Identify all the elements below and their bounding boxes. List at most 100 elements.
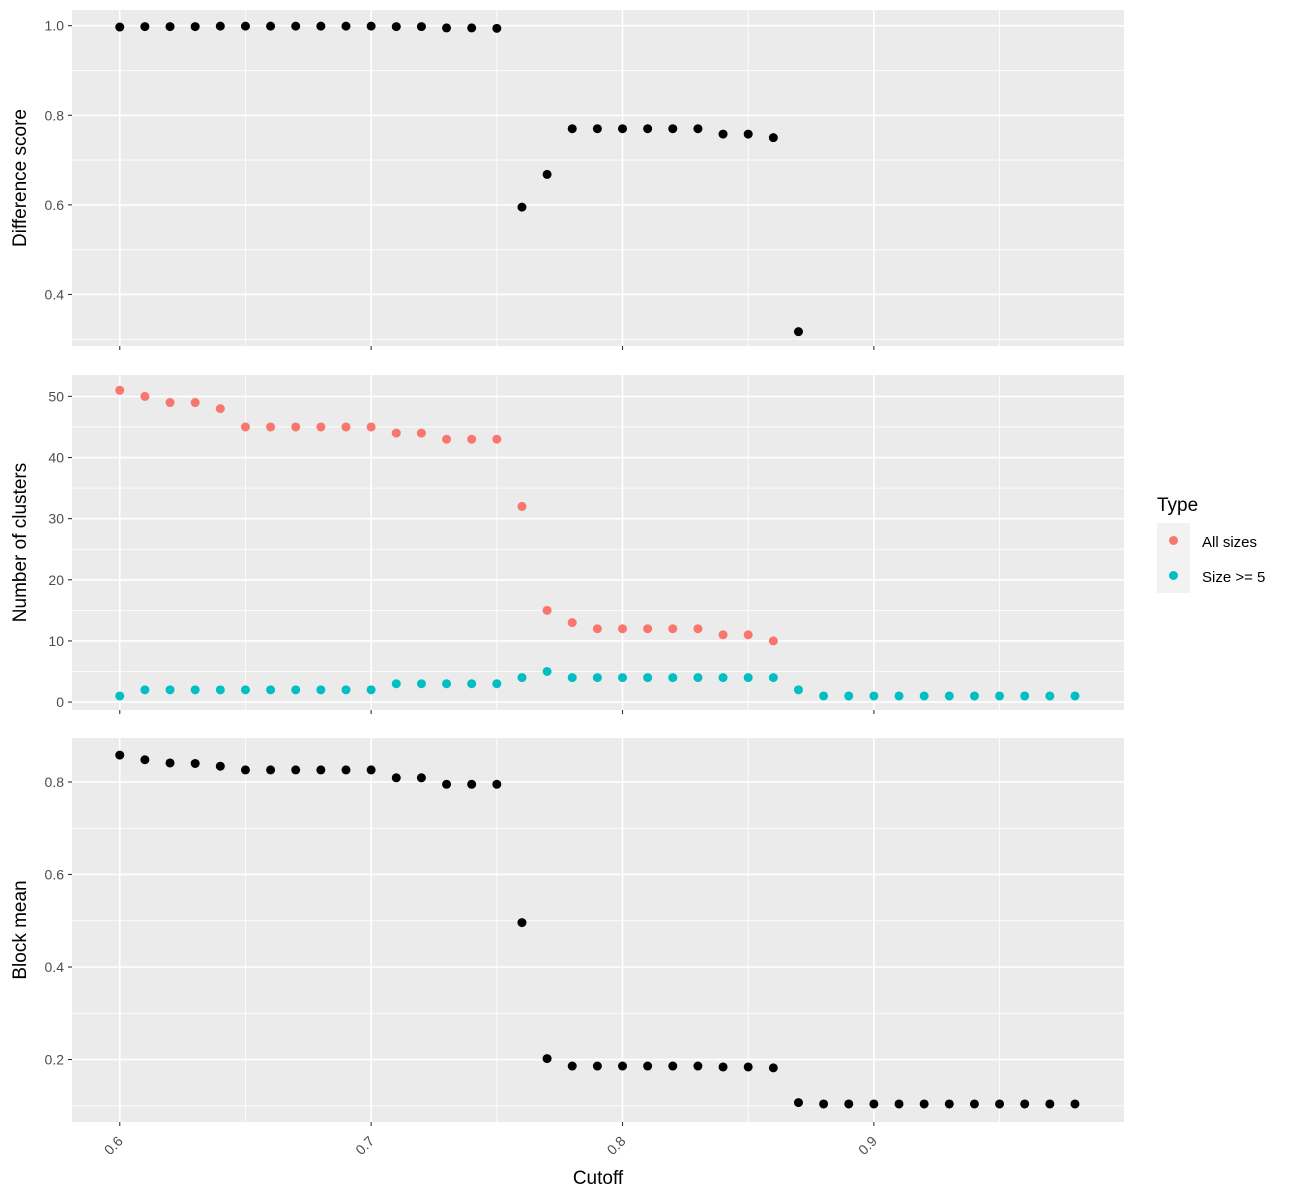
- data-point: [768, 1063, 778, 1073]
- y-tick-label: 30: [48, 511, 64, 527]
- data-point: [416, 679, 426, 689]
- data-point: [115, 385, 125, 395]
- data-point: [366, 21, 376, 31]
- data-point: [442, 679, 452, 689]
- data-point: [768, 636, 778, 646]
- data-point: [919, 691, 929, 701]
- data-point: [768, 673, 778, 683]
- data-point: [869, 1099, 879, 1109]
- data-point: [643, 1061, 653, 1071]
- data-point: [316, 765, 326, 775]
- data-point: [969, 1099, 979, 1109]
- legend-label-all-sizes: All sizes: [1202, 534, 1257, 551]
- data-point: [1045, 1099, 1055, 1109]
- data-point: [743, 1062, 753, 1072]
- data-point: [844, 691, 854, 701]
- data-point: [517, 918, 527, 928]
- y-axis-title-middle: Number of clusters: [10, 463, 31, 622]
- y-axis-title-top: Difference score: [10, 109, 31, 247]
- data-point: [894, 1099, 904, 1109]
- data-point: [291, 685, 301, 695]
- data-point: [215, 761, 225, 771]
- data-point: [1070, 1099, 1080, 1109]
- data-point: [341, 422, 351, 432]
- legend-title: Type: [1157, 495, 1198, 516]
- data-point: [743, 673, 753, 683]
- data-point: [793, 1098, 803, 1108]
- data-point: [542, 1054, 552, 1064]
- data-point: [115, 750, 125, 760]
- data-point: [492, 679, 502, 689]
- panel-middle: 0 10 20 30 40 50 Number of clusters: [10, 375, 1124, 714]
- data-point: [442, 23, 452, 33]
- data-point: [316, 685, 326, 695]
- data-point: [567, 673, 577, 683]
- data-point: [542, 605, 552, 615]
- data-point: [944, 1099, 954, 1109]
- data-point: [190, 398, 200, 408]
- data-point: [240, 765, 250, 775]
- y-tick-label: 50: [48, 388, 64, 404]
- data-point: [693, 124, 703, 134]
- data-point: [165, 398, 175, 408]
- data-point: [668, 624, 678, 634]
- data-point: [693, 673, 703, 683]
- y-tick-label: 1.0: [45, 18, 65, 34]
- data-point: [165, 22, 175, 32]
- data-point: [291, 422, 301, 432]
- data-point: [894, 691, 904, 701]
- data-point: [366, 685, 376, 695]
- y-tick-label: 10: [48, 633, 64, 649]
- data-point: [793, 327, 803, 337]
- data-point: [592, 124, 602, 134]
- data-point: [1045, 691, 1055, 701]
- data-point: [266, 422, 276, 432]
- data-point: [643, 124, 653, 134]
- data-point: [643, 673, 653, 683]
- data-point: [140, 685, 150, 695]
- x-tick-label: 0.8: [604, 1133, 629, 1158]
- data-point: [567, 618, 577, 628]
- data-point: [416, 773, 426, 783]
- data-point: [391, 428, 401, 438]
- data-point: [592, 624, 602, 634]
- data-point: [995, 1099, 1005, 1109]
- data-point: [567, 124, 577, 134]
- data-point: [1020, 691, 1030, 701]
- data-point: [492, 23, 502, 33]
- panel-background: [72, 10, 1124, 346]
- data-point: [743, 630, 753, 640]
- y-tick-label: 0.2: [45, 1052, 65, 1068]
- data-point: [768, 133, 778, 143]
- series-points: [115, 750, 1080, 1109]
- data-point: [165, 685, 175, 695]
- data-point: [391, 679, 401, 689]
- data-point: [341, 765, 351, 775]
- data-point: [995, 691, 1005, 701]
- legend-label-size-5: Size >= 5: [1202, 569, 1265, 586]
- data-point: [492, 434, 502, 444]
- data-point: [718, 673, 728, 683]
- data-point: [240, 685, 250, 695]
- data-point: [668, 1061, 678, 1071]
- panel-background: [72, 375, 1124, 710]
- data-point: [291, 765, 301, 775]
- y-tick-label: 0.4: [45, 959, 65, 975]
- y-axis-title-bottom: Block mean: [10, 880, 31, 979]
- data-point: [240, 21, 250, 31]
- data-point: [542, 169, 552, 179]
- data-point: [517, 202, 527, 212]
- data-point: [819, 1099, 829, 1109]
- data-point: [1020, 1099, 1030, 1109]
- data-point: [793, 685, 803, 695]
- data-point: [467, 779, 477, 789]
- data-point: [291, 21, 301, 31]
- data-point: [693, 624, 703, 634]
- y-tick-label: 0.4: [45, 286, 65, 302]
- data-point: [442, 779, 452, 789]
- data-point: [517, 673, 527, 683]
- data-point: [718, 630, 728, 640]
- data-point: [140, 755, 150, 765]
- panel-background: [72, 738, 1124, 1122]
- data-point: [190, 685, 200, 695]
